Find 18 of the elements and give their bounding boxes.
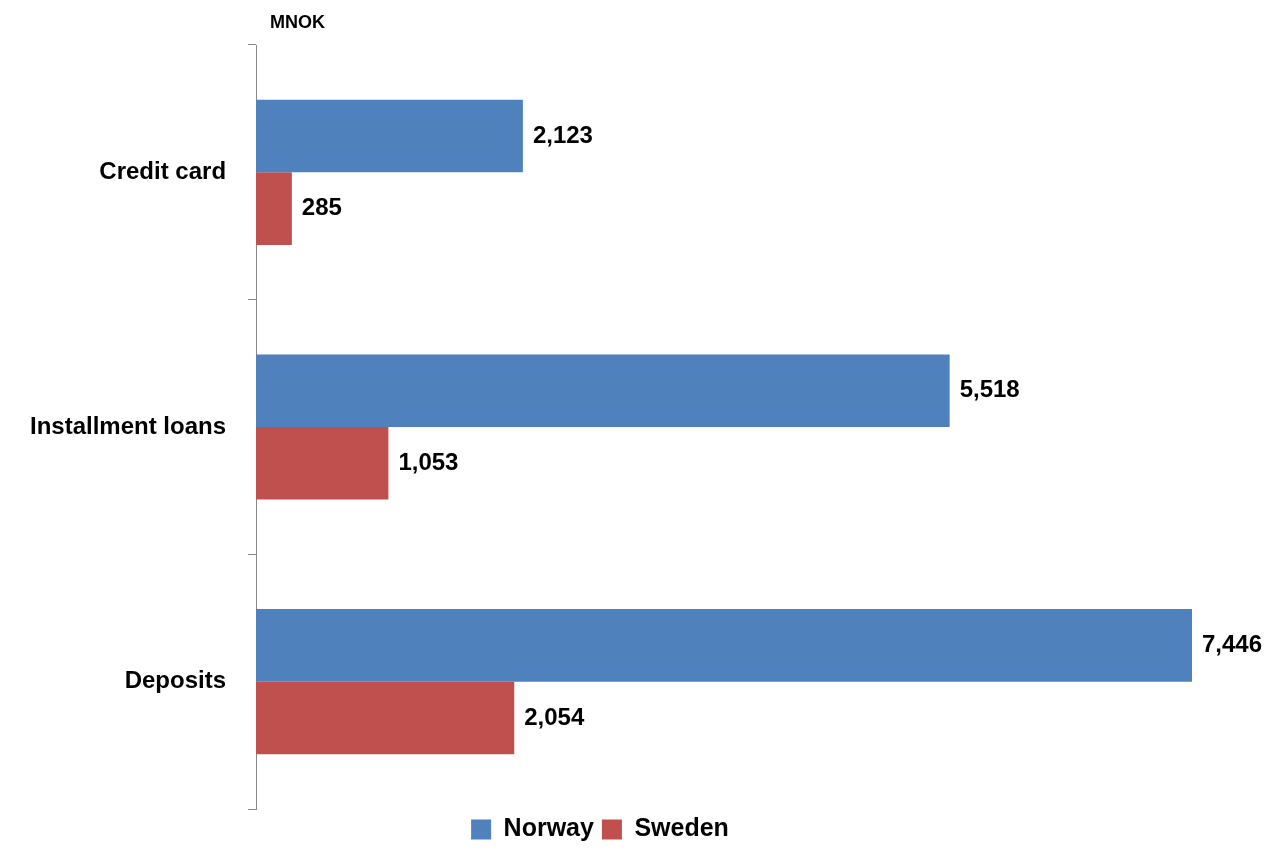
data-label: 5,518	[959, 375, 1020, 403]
data-label: 1,053	[398, 447, 459, 475]
bar	[256, 681, 515, 755]
bar	[256, 99, 523, 173]
data-label: 2,123	[532, 120, 593, 148]
data-label: 2,054	[524, 702, 585, 730]
y-tick-label: Credit card	[99, 156, 227, 184]
y-tick-label: Installment loans	[30, 411, 227, 439]
y-tick-label: Deposits	[124, 666, 227, 694]
bar	[256, 354, 950, 427]
bar	[256, 172, 292, 245]
data-label: 285	[301, 193, 342, 221]
legend-label: Sweden	[634, 813, 729, 842]
legend-label: Norway	[503, 813, 595, 842]
text: MNOK	[270, 12, 325, 33]
data-label: 7,446	[1202, 630, 1263, 657]
bar	[256, 609, 1192, 682]
bar	[256, 427, 389, 500]
